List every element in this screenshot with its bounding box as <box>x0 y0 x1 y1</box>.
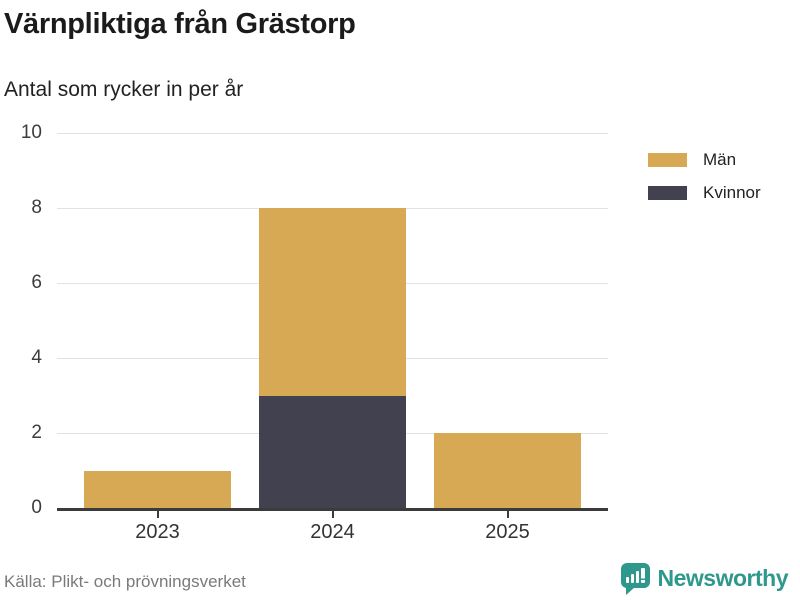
x-axis-tick-label: 2024 <box>310 521 355 543</box>
legend: Män Kvinnor <box>648 150 761 203</box>
bar-2023-män <box>84 470 231 508</box>
x-axis-tick <box>156 511 159 518</box>
legend-label-women: Kvinnor <box>703 183 761 202</box>
page-title: Värnpliktiga från Grästorp <box>4 8 356 40</box>
bar-2025-män <box>434 433 581 508</box>
bar-2024-män <box>259 208 406 396</box>
y-axis-tick-label: 4 <box>31 347 42 368</box>
y-axis-tick-label: 8 <box>31 197 42 218</box>
gridline <box>57 133 608 134</box>
legend-item-women: Kvinnor <box>648 183 761 203</box>
chart-subtitle: Antal som rycker in per år <box>4 78 244 101</box>
plot-area: 0 2 4 6 8 10 2023 2024 2025 <box>21 122 608 543</box>
newsworthy-bubble-chart-icon <box>620 562 650 595</box>
legend-swatch-women <box>648 186 687 200</box>
x-axis-tick-label: 2023 <box>135 521 180 543</box>
x-axis-tick <box>506 511 509 518</box>
legend-item-men: Män <box>648 150 761 170</box>
y-axis-tick-label: 10 <box>20 122 42 143</box>
y-axis-tick-label: 0 <box>31 497 42 518</box>
brand-name: Newsworthy <box>657 565 789 591</box>
y-axis-tick-label: 2 <box>31 422 42 443</box>
y-axis-tick-label: 6 <box>31 272 42 293</box>
legend-swatch-men <box>648 153 687 167</box>
legend-label-men: Män <box>703 150 737 169</box>
bar-2024-kvinnor <box>259 395 406 508</box>
x-axis-tick <box>331 511 334 518</box>
x-axis-tick-label: 2025 <box>485 521 530 543</box>
newsworthy-logo[interactable]: Newsworthy <box>620 562 789 595</box>
source-note: Källa: Plikt- och prövningsverket <box>4 572 246 591</box>
